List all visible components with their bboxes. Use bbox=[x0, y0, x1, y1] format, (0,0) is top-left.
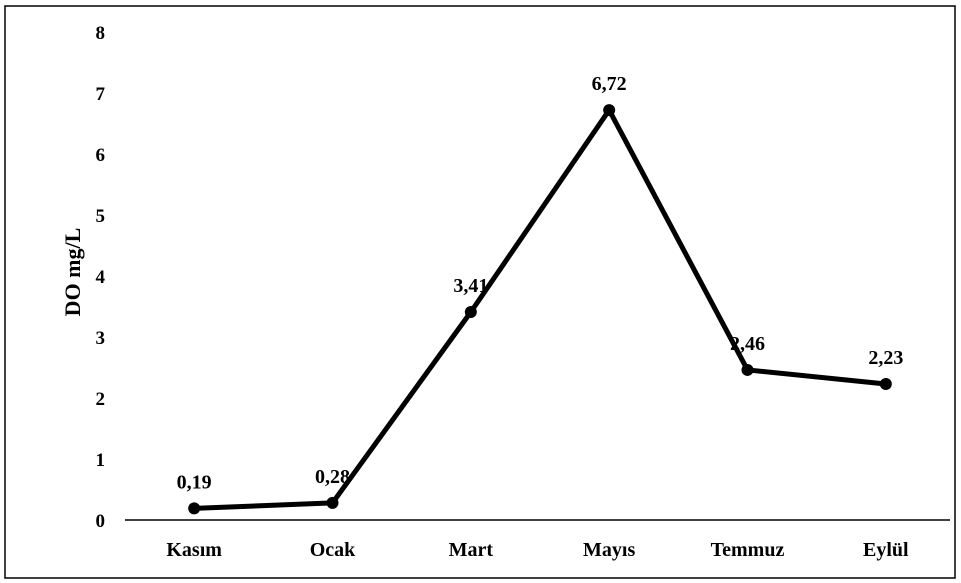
data-label: 0,19 bbox=[177, 471, 212, 493]
data-label: 2,46 bbox=[730, 333, 765, 355]
y-tick-label: 3 bbox=[96, 328, 106, 349]
y-axis-ticks: 0 1 2 3 4 5 6 7 8 bbox=[96, 23, 106, 532]
x-tick-label: Temmuz bbox=[711, 539, 785, 561]
y-tick-label: 0 bbox=[96, 511, 106, 532]
y-axis-title: DO mg/L bbox=[60, 228, 85, 317]
data-label: 2,23 bbox=[868, 347, 903, 369]
data-label: 6,72 bbox=[592, 73, 627, 95]
data-label: 3,41 bbox=[453, 275, 488, 297]
y-tick-label: 6 bbox=[96, 145, 106, 166]
y-tick-label: 5 bbox=[96, 206, 106, 227]
x-tick-label: Mayıs bbox=[583, 539, 635, 561]
y-tick-label: 7 bbox=[96, 84, 106, 105]
data-point bbox=[465, 306, 477, 318]
y-tick-label: 1 bbox=[96, 450, 106, 471]
data-point bbox=[603, 104, 615, 116]
y-tick-label: 4 bbox=[96, 267, 106, 288]
x-tick-label: Eylül bbox=[863, 539, 909, 561]
data-point bbox=[188, 502, 200, 514]
data-point bbox=[880, 378, 892, 390]
x-tick-label: Ocak bbox=[310, 539, 356, 561]
y-tick-label: 2 bbox=[96, 389, 106, 410]
x-tick-label: Kasım bbox=[166, 539, 222, 561]
y-tick-label: 8 bbox=[96, 23, 106, 44]
data-label: 0,28 bbox=[315, 466, 350, 488]
data-point bbox=[327, 497, 339, 509]
data-point bbox=[742, 364, 754, 376]
x-tick-label: Mart bbox=[449, 539, 494, 561]
